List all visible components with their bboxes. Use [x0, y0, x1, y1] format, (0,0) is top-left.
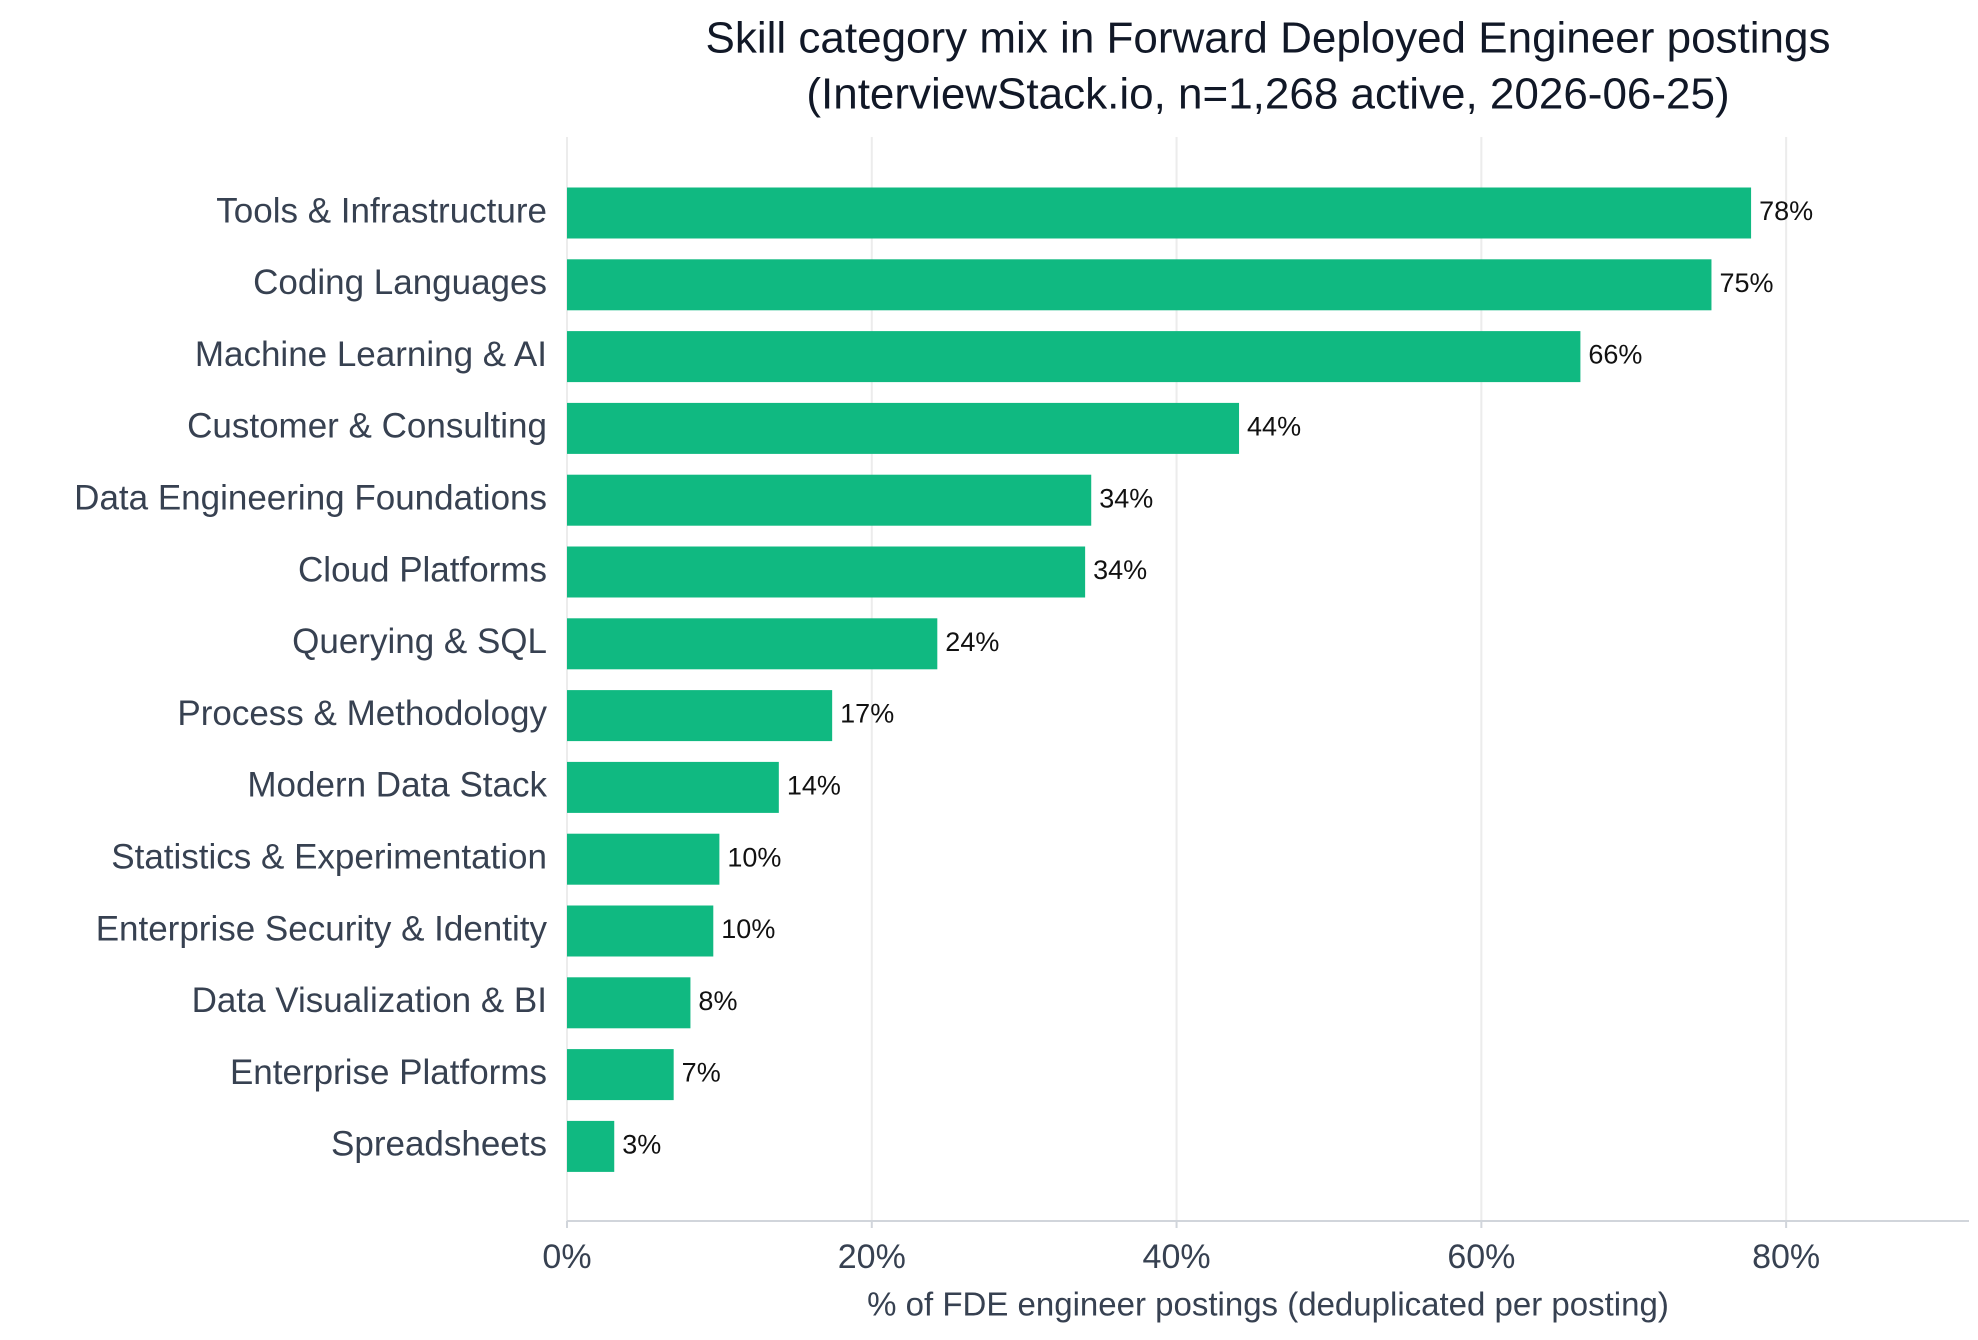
chart-subtitle: (InterviewStack.io, n=1,268 active, 2026… — [806, 70, 1729, 119]
x-axis-label: % of FDE engineer postings (deduplicated… — [867, 1286, 1669, 1323]
value-label: 78% — [1759, 196, 1813, 226]
chart-title: Skill category mix in Forward Deployed E… — [706, 14, 1831, 63]
x-tick-label: 80% — [1752, 1238, 1820, 1276]
bar — [567, 259, 1712, 311]
bar — [567, 546, 1086, 598]
bar — [567, 1120, 615, 1172]
bar — [567, 690, 833, 742]
y-tick-label: Spreadsheets — [331, 1125, 547, 1164]
bar — [567, 402, 1240, 454]
y-tick-label: Cloud Platforms — [298, 550, 547, 589]
bar — [567, 761, 779, 813]
value-label: 3% — [622, 1130, 661, 1160]
y-tick-label: Statistics & Experimentation — [111, 837, 547, 876]
y-tick-label: Machine Learning & AI — [195, 335, 547, 374]
y-tick-label: Enterprise Security & Identity — [96, 909, 548, 948]
y-tick-label: Modern Data Stack — [247, 766, 547, 805]
value-label: 7% — [682, 1058, 721, 1088]
x-tick-label: 60% — [1447, 1238, 1515, 1276]
bar — [567, 905, 714, 957]
x-tick-label: 20% — [838, 1238, 906, 1276]
bar — [567, 474, 1092, 526]
value-label: 34% — [1099, 483, 1153, 513]
value-label: 10% — [727, 842, 781, 872]
y-tick-label: Data Visualization & BI — [192, 981, 547, 1020]
value-label: 14% — [787, 771, 841, 801]
y-tick-label: Tools & Infrastructure — [216, 191, 547, 230]
value-label: 24% — [945, 627, 999, 657]
bar — [567, 331, 1581, 383]
bar — [567, 187, 1752, 239]
value-label: 34% — [1093, 555, 1147, 585]
x-tick-label: 40% — [1143, 1238, 1211, 1276]
y-tick-label: Querying & SQL — [292, 622, 547, 661]
y-tick-label: Enterprise Platforms — [230, 1053, 547, 1092]
value-label: 75% — [1719, 268, 1773, 298]
bar — [567, 1049, 674, 1101]
bar — [567, 977, 691, 1029]
value-label: 44% — [1247, 412, 1301, 442]
y-tick-label: Data Engineering Foundations — [74, 478, 547, 517]
y-tick-label: Customer & Consulting — [187, 407, 547, 446]
x-tick-label: 0% — [542, 1238, 591, 1276]
value-label: 8% — [698, 986, 737, 1016]
value-label: 66% — [1588, 340, 1642, 370]
y-tick-label: Coding Languages — [253, 263, 547, 302]
y-tick-label: Process & Methodology — [177, 694, 547, 733]
value-label: 17% — [840, 699, 894, 729]
value-label: 10% — [721, 914, 775, 944]
bar — [567, 833, 720, 885]
bar — [567, 618, 938, 670]
